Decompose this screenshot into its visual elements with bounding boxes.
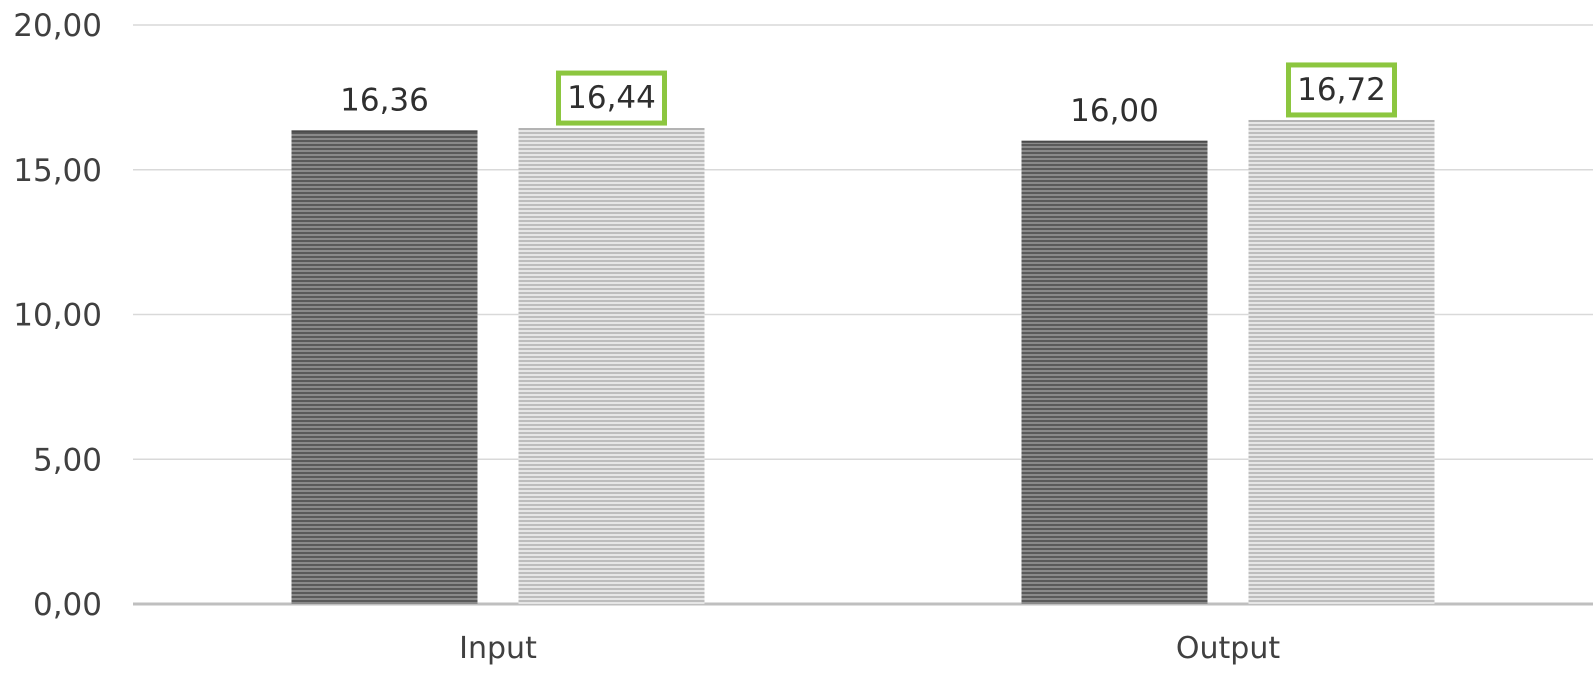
y-tick-label: 5,00	[33, 442, 102, 478]
highlight-box	[1286, 62, 1397, 118]
x-axis: Input Output	[459, 631, 1280, 666]
bar-output-series-1	[1021, 140, 1208, 605]
bar-output-series-2	[1248, 119, 1435, 605]
category-label-input: Input	[459, 631, 537, 666]
bar-input-series-2	[518, 128, 705, 604]
bars	[291, 119, 1435, 605]
data-label: 16,00	[1070, 93, 1159, 129]
y-tick-label: 10,00	[13, 298, 102, 334]
data-label: 16,72	[1297, 72, 1386, 108]
y-tick-label: 15,00	[13, 153, 102, 189]
y-axis: 0,00 5,00 10,00 15,00 20,00	[13, 8, 102, 623]
data-label: 16,36	[340, 82, 429, 118]
highlight-box	[556, 70, 667, 126]
bar-input-series-1	[291, 130, 478, 605]
data-labels: 16,36 16,44 16,00 16,72	[340, 62, 1397, 129]
y-tick-label: 20,00	[13, 8, 102, 44]
y-tick-label: 0,00	[33, 587, 102, 623]
category-label-output: Output	[1176, 631, 1280, 666]
data-label: 16,44	[567, 80, 656, 116]
